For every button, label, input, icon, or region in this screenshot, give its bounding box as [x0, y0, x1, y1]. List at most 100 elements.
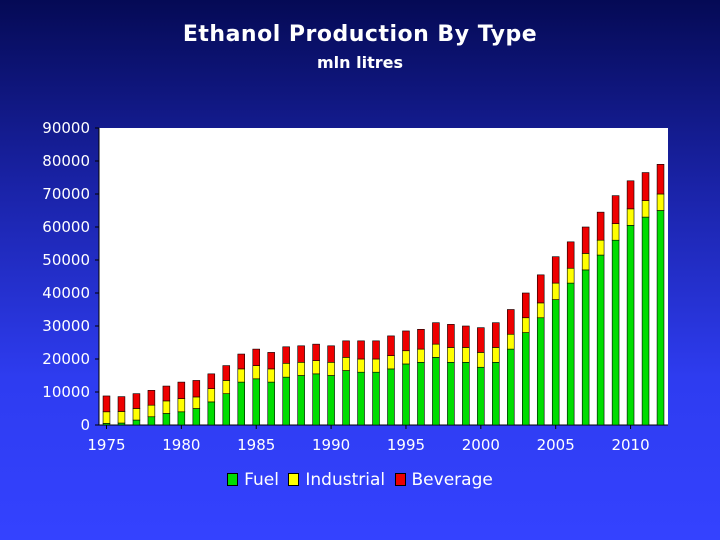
bar-beverage-2003 [522, 292, 530, 319]
bar-industrial-1988 [297, 361, 305, 376]
bar-fuel-1987 [282, 376, 290, 426]
bar-beverage-1982 [207, 373, 216, 390]
legend: Fuel Industrial Beverage [0, 470, 720, 490]
bar-beverage-1994 [387, 335, 395, 356]
x-tick-label: 1985 [237, 436, 275, 454]
bar-fuel-1993 [372, 371, 380, 426]
y-tick-label: 20000 [42, 350, 90, 368]
bar-fuel-2001 [492, 361, 500, 426]
legend-label-fuel: Fuel [244, 470, 279, 490]
bar-beverage-1993 [372, 340, 380, 360]
bar-fuel-1980 [177, 411, 186, 426]
bar-beverage-2007 [581, 226, 590, 254]
bars-group [102, 164, 665, 426]
legend-item-fuel: Fuel [227, 470, 279, 490]
bar-industrial-1986 [267, 368, 275, 383]
bar-industrial-1992 [357, 358, 365, 373]
bar-industrial-1996 [417, 348, 425, 363]
bar-fuel-1981 [192, 408, 201, 426]
bar-beverage-1979 [162, 385, 171, 402]
legend-label-industrial: Industrial [305, 470, 386, 490]
bar-industrial-2003 [522, 317, 530, 333]
x-tick-label: 2000 [462, 436, 500, 454]
bar-beverage-2010 [626, 180, 635, 210]
legend-label-beverage: Beverage [411, 470, 493, 490]
bar-beverage-1981 [192, 380, 201, 398]
bar-industrial-2002 [507, 333, 515, 350]
bar-fuel-1978 [147, 416, 156, 426]
bar-beverage-1985 [252, 348, 260, 366]
bar-industrial-2006 [566, 267, 575, 284]
bar-industrial-1987 [282, 362, 290, 378]
x-tick-label: 2005 [537, 436, 575, 454]
bar-industrial-1995 [402, 350, 410, 365]
bar-industrial-1985 [252, 365, 260, 380]
legend-item-industrial: Industrial [288, 470, 385, 490]
bar-beverage-1990 [327, 345, 335, 363]
bar-beverage-1976 [117, 396, 126, 412]
bar-fuel-2004 [536, 317, 545, 426]
bar-beverage-1977 [132, 393, 141, 409]
bar-beverage-1984 [237, 353, 245, 370]
bar-industrial-2004 [536, 302, 545, 319]
bar-fuel-1997 [432, 357, 440, 426]
bar-industrial-2010 [626, 208, 635, 226]
bar-beverage-1986 [267, 352, 275, 370]
bar-beverage-2004 [536, 274, 545, 304]
y-tick-label: 40000 [42, 284, 90, 302]
bar-beverage-1995 [402, 330, 410, 352]
bar-fuel-1989 [312, 373, 320, 426]
x-tick-label: 1995 [387, 436, 425, 454]
bar-fuel-2008 [596, 254, 605, 426]
bar-beverage-2000 [477, 327, 485, 353]
bar-fuel-2000 [477, 366, 485, 426]
bar-beverage-1996 [417, 328, 425, 350]
bar-beverage-1999 [462, 325, 470, 348]
bar-industrial-1981 [192, 396, 201, 409]
legend-swatch-beverage [394, 473, 406, 486]
bar-fuel-1985 [252, 378, 260, 426]
x-tick-label: 1975 [87, 436, 125, 454]
bar-fuel-1979 [162, 413, 171, 426]
bar-industrial-1999 [462, 347, 470, 363]
bar-fuel-1983 [222, 393, 231, 426]
bar-industrial-1977 [132, 408, 141, 421]
bar-industrial-1976 [117, 411, 126, 424]
bar-industrial-1991 [342, 357, 350, 371]
x-tick-label: 1980 [162, 436, 200, 454]
bar-beverage-1992 [357, 340, 365, 360]
y-tick-label: 30000 [42, 317, 90, 335]
bar-fuel-2011 [641, 216, 650, 426]
bar-beverage-1988 [297, 345, 305, 363]
bar-fuel-1992 [357, 371, 365, 426]
bar-industrial-2011 [641, 200, 650, 218]
bar-fuel-2003 [522, 332, 530, 426]
bar-beverage-2005 [551, 256, 560, 284]
x-axis-ticks: 1975 1980 1985 1990 1995 2000 2005 2010 [87, 425, 650, 454]
bar-beverage-1980 [177, 381, 186, 399]
bar-fuel-1984 [237, 381, 245, 426]
bar-fuel-1995 [402, 363, 410, 426]
legend-swatch-industrial [288, 473, 300, 486]
bar-industrial-1983 [222, 380, 231, 394]
bar-industrial-2000 [477, 352, 485, 368]
bar-industrial-1978 [147, 404, 156, 418]
bar-beverage-2012 [656, 164, 665, 195]
bar-beverage-2008 [596, 211, 605, 241]
bar-industrial-2008 [596, 239, 605, 256]
legend-item-beverage: Beverage [394, 470, 493, 490]
y-axis-ticks: 0 10000 20000 30000 40000 50000 60000 70000 8000… [42, 119, 99, 434]
bar-industrial-1979 [162, 400, 171, 414]
chart-subtitle: mln litres [317, 53, 403, 72]
bar-industrial-1998 [447, 347, 455, 363]
bar-fuel-1999 [462, 361, 470, 426]
y-tick-label: 10000 [42, 383, 90, 401]
bar-industrial-1980 [177, 398, 186, 413]
bar-fuel-1996 [417, 361, 425, 426]
bar-industrial-2007 [581, 253, 590, 271]
bar-beverage-2011 [641, 172, 650, 201]
y-tick-label: 80000 [42, 152, 90, 170]
y-tick-label: 0 [80, 416, 90, 434]
bar-beverage-1987 [282, 346, 290, 364]
bar-fuel-1977 [132, 419, 141, 426]
